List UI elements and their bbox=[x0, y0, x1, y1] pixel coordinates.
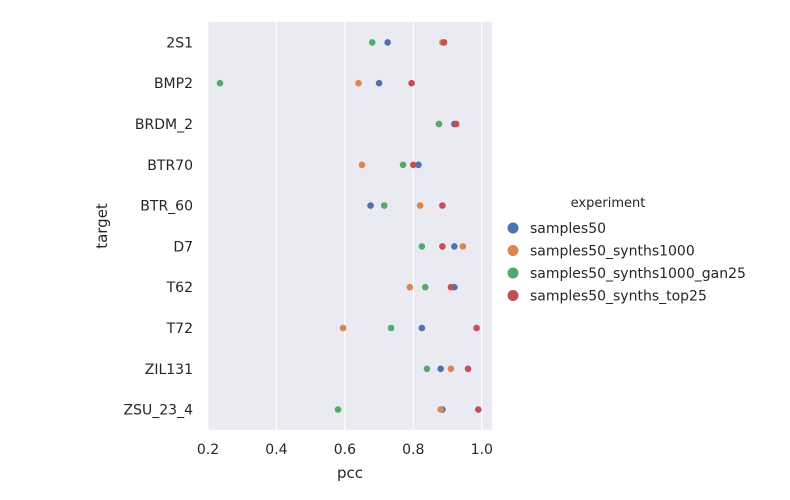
y-tick-label: ZSU_23_4 bbox=[124, 403, 194, 419]
data-point bbox=[439, 243, 446, 250]
data-point bbox=[437, 365, 444, 373]
data-point bbox=[380, 202, 388, 209]
y-tick-label: ZIL131 bbox=[145, 362, 193, 378]
data-point bbox=[435, 120, 443, 128]
y-tick-label: BTR70 bbox=[147, 158, 193, 174]
data-point bbox=[339, 324, 347, 332]
legend-marker bbox=[507, 290, 519, 301]
y-tick-label: D7 bbox=[173, 239, 193, 255]
y-tick-label: T72 bbox=[166, 321, 193, 337]
data-point bbox=[408, 79, 415, 87]
data-point bbox=[416, 202, 424, 209]
data-point bbox=[459, 243, 467, 250]
x-tick-label: 0.2 bbox=[197, 442, 219, 458]
data-point bbox=[368, 39, 376, 46]
data-point bbox=[216, 79, 224, 87]
data-point bbox=[410, 161, 417, 169]
data-point bbox=[418, 324, 426, 332]
data-point bbox=[464, 365, 472, 373]
data-point bbox=[439, 202, 446, 209]
legend: experiment samples50 samples50_synths1000… bbox=[507, 196, 746, 305]
legend-marker bbox=[507, 222, 519, 234]
data-point bbox=[451, 243, 458, 250]
data-point bbox=[473, 324, 480, 332]
x-tick-label: 0.8 bbox=[402, 442, 424, 458]
y-tick-label: BMP2 bbox=[154, 76, 193, 92]
data-point bbox=[384, 39, 391, 46]
data-point bbox=[447, 283, 455, 291]
legend-marker bbox=[507, 245, 519, 256]
data-point bbox=[421, 283, 429, 291]
data-point bbox=[367, 202, 374, 209]
legend-label: samples50_synths1000 bbox=[530, 244, 695, 260]
data-points bbox=[216, 39, 482, 413]
y-tick-label: BRDM_2 bbox=[135, 117, 193, 133]
data-point bbox=[415, 161, 422, 169]
y-axis-label: target bbox=[93, 203, 111, 249]
y-tick-label: 2S1 bbox=[166, 35, 193, 51]
y-tick-labels: 2S1 BMP2 BRDM_2 BTR70 BTR_60 D7 T62 T72 ZIL131 ZS… bbox=[124, 35, 194, 418]
legend-marker bbox=[507, 267, 519, 279]
data-point bbox=[406, 283, 414, 291]
x-tick-labels: 0.2 0.4 0.6 0.8 1.0 bbox=[197, 442, 493, 458]
x-tick-label: 1.0 bbox=[471, 442, 493, 458]
y-tick-label: T62 bbox=[166, 280, 193, 296]
legend-label: samples50 bbox=[530, 221, 606, 237]
legend-label: samples50_synths1000_gan25 bbox=[530, 266, 746, 282]
data-point bbox=[475, 406, 482, 413]
data-point bbox=[387, 324, 395, 332]
data-point bbox=[375, 79, 383, 87]
data-point bbox=[399, 161, 407, 169]
grid-lines bbox=[207, 22, 483, 430]
data-point bbox=[355, 79, 362, 87]
x-tick-label: 0.4 bbox=[265, 442, 287, 458]
data-point bbox=[423, 365, 431, 373]
plot-background bbox=[208, 22, 492, 430]
data-point bbox=[440, 39, 448, 46]
y-tick-label: BTR_60 bbox=[140, 199, 193, 215]
data-point bbox=[452, 120, 460, 128]
data-point bbox=[418, 243, 426, 250]
data-point bbox=[358, 161, 366, 169]
data-point bbox=[447, 365, 455, 373]
data-point bbox=[437, 406, 444, 413]
x-tick-label: 0.6 bbox=[334, 442, 356, 458]
x-axis-label: pcc bbox=[337, 464, 363, 482]
legend-title: experiment bbox=[571, 196, 646, 211]
data-point bbox=[334, 406, 342, 413]
legend-label: samples50_synths_top25 bbox=[530, 289, 707, 305]
